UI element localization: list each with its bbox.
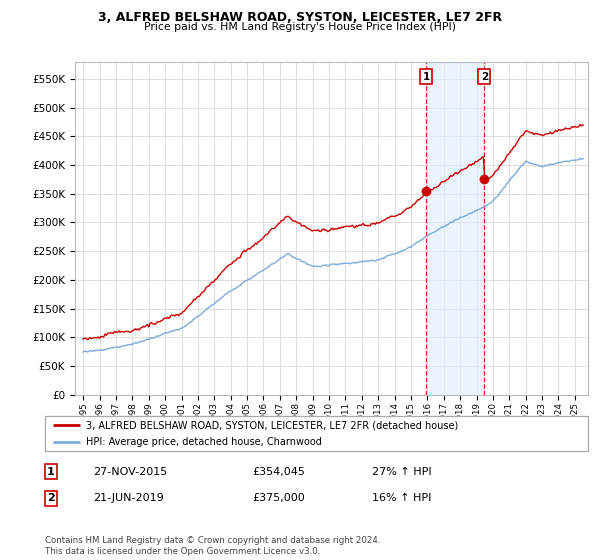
Text: 27% ↑ HPI: 27% ↑ HPI — [372, 466, 431, 477]
Text: Contains HM Land Registry data © Crown copyright and database right 2024.
This d: Contains HM Land Registry data © Crown c… — [45, 536, 380, 556]
Text: £375,000: £375,000 — [252, 493, 305, 503]
Text: £354,045: £354,045 — [252, 466, 305, 477]
Text: 1: 1 — [47, 466, 55, 477]
Text: 27-NOV-2015: 27-NOV-2015 — [93, 466, 167, 477]
Text: 2: 2 — [481, 72, 488, 82]
Text: 2: 2 — [47, 493, 55, 503]
Text: 21-JUN-2019: 21-JUN-2019 — [93, 493, 164, 503]
Text: 16% ↑ HPI: 16% ↑ HPI — [372, 493, 431, 503]
Bar — [426, 62, 484, 395]
Text: 3, ALFRED BELSHAW ROAD, SYSTON, LEICESTER, LE7 2FR: 3, ALFRED BELSHAW ROAD, SYSTON, LEICESTE… — [98, 11, 502, 24]
Text: 1: 1 — [422, 72, 430, 82]
Text: Price paid vs. HM Land Registry's House Price Index (HPI): Price paid vs. HM Land Registry's House … — [144, 22, 456, 32]
Text: HPI: Average price, detached house, Charnwood: HPI: Average price, detached house, Char… — [86, 437, 322, 447]
Text: 3, ALFRED BELSHAW ROAD, SYSTON, LEICESTER, LE7 2FR (detached house): 3, ALFRED BELSHAW ROAD, SYSTON, LEICESTE… — [86, 421, 458, 431]
